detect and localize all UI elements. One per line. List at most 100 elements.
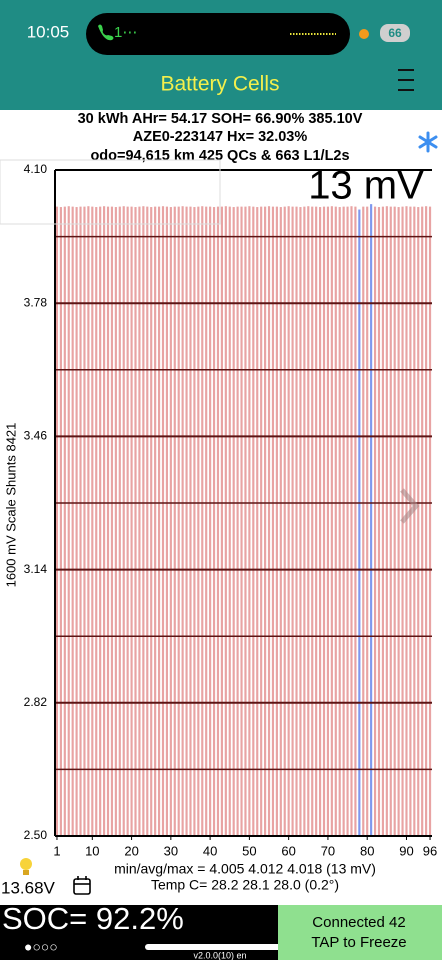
bar	[366, 206, 369, 836]
bar	[63, 206, 66, 836]
freeze-hint[interactable]: TAP to Freeze	[311, 934, 406, 951]
bar	[338, 207, 341, 836]
version: v2.0.0(10) en	[193, 950, 246, 960]
bar	[154, 206, 157, 836]
bar	[397, 207, 400, 836]
bar	[181, 206, 184, 836]
bar	[393, 206, 396, 836]
connection-status[interactable]: Connected 42	[312, 914, 405, 931]
bar	[177, 206, 180, 836]
temp-stats: Temp C= 28.2 28.1 28.0 (0.2°)	[151, 877, 339, 893]
bar	[106, 206, 110, 836]
x-tick-label: 80	[360, 843, 374, 858]
bar	[185, 206, 188, 836]
y-axis-label: 1600 mV Scale Shunts 8421	[3, 423, 18, 588]
bar	[193, 207, 196, 836]
bar	[264, 206, 267, 836]
bar	[197, 206, 200, 836]
y-tick-label: 3.14	[24, 562, 48, 576]
bar	[205, 206, 208, 836]
bar	[322, 206, 326, 836]
x-tick-label: 90	[399, 843, 413, 858]
clock: 10:05	[27, 22, 70, 41]
bar	[279, 207, 282, 836]
bar	[130, 206, 133, 836]
bar	[240, 206, 243, 836]
bar	[409, 206, 412, 836]
x-tick-label: 20	[124, 843, 138, 858]
freeze-button[interactable]	[278, 905, 442, 960]
bar	[87, 206, 90, 836]
bar	[425, 206, 428, 836]
menu-button[interactable]	[398, 69, 414, 91]
bar	[428, 206, 432, 836]
bar	[189, 206, 192, 836]
settings-asterisk[interactable]	[418, 131, 438, 153]
bar	[138, 206, 141, 836]
bar	[157, 206, 161, 836]
home-indicator	[145, 944, 320, 950]
bar	[134, 207, 137, 836]
bar	[252, 206, 255, 836]
bar	[110, 206, 114, 836]
x-tick-label: 30	[164, 843, 178, 858]
bar	[385, 206, 388, 836]
y-tick-label: 3.46	[24, 429, 48, 443]
bar	[59, 207, 62, 836]
calendar-icon[interactable]	[73, 876, 91, 895]
bar	[150, 207, 153, 836]
bar	[228, 206, 231, 836]
bar	[216, 206, 220, 836]
bulb-icon	[20, 858, 32, 875]
bar	[299, 207, 302, 836]
bar	[75, 207, 78, 836]
bar	[146, 206, 149, 836]
dynamic-island	[86, 13, 350, 55]
bar	[373, 206, 377, 836]
bar	[413, 206, 416, 836]
bar	[67, 206, 70, 836]
battery-level: 66	[388, 26, 402, 40]
bar	[334, 206, 337, 836]
bar	[381, 206, 384, 836]
page-dots[interactable]: ●○○○	[24, 939, 58, 955]
bar	[421, 206, 424, 836]
bar	[342, 206, 345, 836]
mic-indicator	[359, 29, 369, 39]
bar	[103, 206, 106, 836]
battery-icon	[380, 24, 410, 42]
next-arrow[interactable]	[400, 488, 420, 524]
bar	[209, 206, 212, 836]
bar	[295, 206, 298, 836]
spread-label: 13 mV	[308, 164, 424, 208]
y-tick-label: 2.82	[24, 695, 48, 709]
bar	[114, 207, 117, 836]
phone-icon	[98, 24, 114, 41]
x-tick-label: 96	[423, 843, 437, 858]
bar	[287, 206, 290, 836]
bar	[362, 206, 365, 836]
bar	[244, 206, 247, 836]
bar	[248, 206, 251, 836]
bar	[99, 206, 102, 836]
bar	[370, 204, 373, 836]
call-indicator[interactable]: 1⋯	[114, 24, 137, 41]
bar	[354, 206, 357, 836]
bar	[330, 206, 333, 836]
bar	[303, 206, 306, 836]
x-tick-label: 1	[53, 843, 60, 858]
bar	[283, 206, 286, 836]
bar	[358, 209, 361, 836]
bar	[271, 206, 275, 836]
bar	[260, 206, 263, 836]
bar	[169, 207, 172, 836]
bar	[165, 206, 169, 836]
bar	[405, 206, 408, 836]
bar	[212, 207, 216, 836]
bar	[311, 206, 314, 836]
plot: 4.10 3.78 3.46 3.14 2.82 2.50 1 10 20 30 40 50 60 70 8…	[24, 162, 438, 858]
bar	[389, 206, 392, 836]
bar	[71, 206, 74, 836]
